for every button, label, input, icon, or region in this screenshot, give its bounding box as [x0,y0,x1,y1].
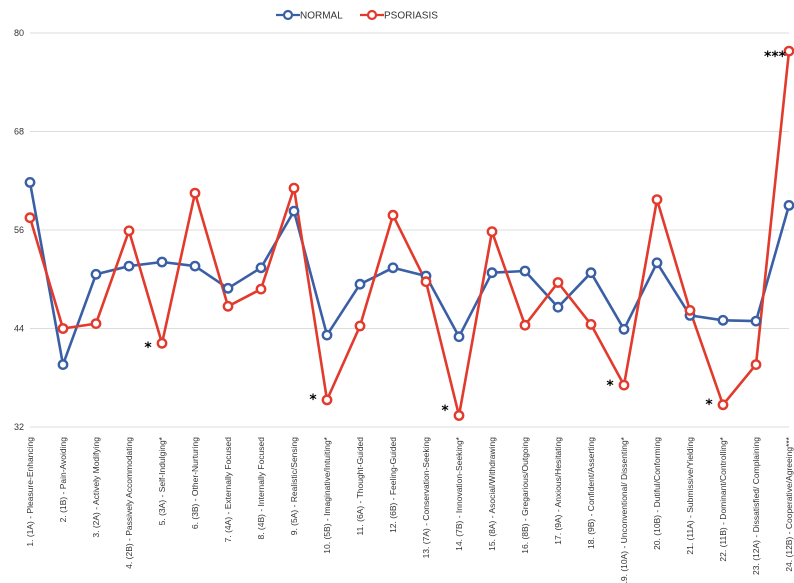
significance-marker: * [705,397,713,413]
x-category-label: 19. (10A) - Unconventional/ Dissenting* [619,436,629,583]
x-category-label: 7. (4A) - Externally Focused [223,437,233,543]
x-category-label: 21. (11A) - Submissive/Yielding [685,437,695,555]
x-category-label: 18. (9B) - Confident/Asserting [586,437,596,549]
data-point-psoriasis-23 [750,359,762,370]
legend-label-normal: NORMAL [300,11,343,22]
data-point-psoriasis-6 [189,187,201,199]
y-tick-label: 68 [14,127,24,137]
series-line-psoriasis [28,50,791,417]
x-category-label: 9. (5A) - Realistic/Sensing [289,437,299,536]
x-category-label: 1. (1A) - Pleasure-Enhancing [25,437,35,547]
data-point-normal-6 [189,260,201,272]
data-point-normal-10 [321,329,333,341]
data-point-normal-4 [123,260,135,272]
data-point-psoriasis-1 [24,212,36,224]
significance-marker: *** [764,49,787,65]
significance-annotations: ******** [144,49,786,419]
x-category-label: 12. (6B) - Feeling-Guided [388,437,398,533]
data-point-normal-17 [552,301,564,313]
x-category-label: 23. (12A) - Dissatisfied/ Complaining [751,437,761,575]
x-category-label: 5. (3A) - Self-Indulging* [157,436,167,525]
data-point-psoriasis-21 [684,304,696,316]
significance-marker: * [441,403,449,419]
x-category-label: 6. (3B) - Other-Nurturing [190,437,200,529]
gridlines [30,32,789,428]
data-point-psoriasis-3 [90,318,102,329]
data-point-psoriasis-16 [519,319,531,331]
data-point-psoriasis-17 [552,277,564,288]
data-point-normal-16 [519,265,531,277]
x-category-label: 14. (7B) - Innovation-Seeking* [454,436,464,551]
y-tick-label: 44 [14,324,24,334]
x-axis-category-labels: 1. (1A) - Pleasure-Enhancing 2. (1B) - Pa… [25,436,794,583]
data-point-normal-8 [255,262,267,274]
data-point-normal-5 [156,256,168,268]
series-line-normal [28,182,791,366]
data-point-normal-7 [222,282,234,294]
x-category-label: 4. (2B) - Passively Accommodating [124,437,134,569]
data-point-psoriasis-19 [618,379,630,391]
legend-label-psoriasis: PSORIASIS [384,11,438,22]
data-point-normal-24 [783,200,794,211]
data-point-psoriasis-2 [57,323,69,334]
data-point-psoriasis-24 [783,45,794,57]
legend-marker-normal [282,9,294,21]
x-category-label: 11. (6A) - Thought-Guided [355,437,365,536]
data-point-normal-9 [288,205,300,217]
data-point-normal-19 [618,323,630,335]
x-category-label: 13. (7A) - Conservation-Seeking [421,437,431,559]
significance-marker: * [309,392,317,408]
data-point-normal-22 [717,314,729,326]
series-lines [28,50,791,417]
x-category-label: 10. (5B) - Imaginative/Intuiting* [322,436,332,553]
legend: NORMAL PSORIASIS [276,9,438,22]
data-point-normal-2 [57,359,69,370]
significance-marker: * [606,378,614,394]
x-category-label: 17. (9A) - Anxious/Hesitating [553,437,563,545]
data-point-normal-12 [387,262,399,274]
y-tick-label: 32 [14,422,24,432]
data-point-psoriasis-9 [288,182,300,194]
data-point-psoriasis-22 [717,399,729,411]
significance-marker: * [144,340,152,356]
data-point-psoriasis-10 [321,394,333,406]
y-tick-label: 56 [14,225,24,235]
data-point-psoriasis-5 [156,337,168,349]
data-point-normal-18 [585,267,597,279]
data-point-psoriasis-8 [255,283,267,295]
data-point-normal-1 [24,176,36,188]
legend-marker-psoriasis [366,9,378,21]
data-point-normal-3 [90,268,102,280]
x-category-label: 2. (1B) - Pain-Avoiding [58,437,68,523]
data-point-psoriasis-12 [387,209,399,221]
series-points [24,45,794,421]
x-category-label: 24. (12B) - Cooperative/Agreeing*** [784,436,794,571]
data-point-psoriasis-7 [222,300,234,312]
x-category-label: 15. (8A) - Asocial/Withdrawing [487,437,497,551]
x-category-label: 8. (4B) - Internally Focused [256,437,266,540]
data-point-normal-20 [651,257,663,269]
data-point-normal-11 [354,278,366,290]
data-point-psoriasis-20 [651,194,663,206]
data-point-psoriasis-15 [486,226,498,238]
x-category-label: 22. (11B) - Dominant/Controlling* [718,436,728,561]
y-tick-label: 80 [14,28,24,38]
x-category-label: 20. (10B) - Dutiful/Conforming [652,437,662,550]
data-point-psoriasis-13 [420,276,432,288]
x-category-label: 3. (2A) - Actively Modifying [91,437,101,538]
y-axis-ticks: 32 44 56 68 80 [14,28,24,432]
data-point-psoriasis-11 [354,320,366,332]
data-point-psoriasis-14 [453,410,465,421]
x-category-label: 16. (8B) - Gregarious/Outgoing [520,437,530,554]
data-point-normal-14 [453,331,465,343]
data-point-psoriasis-18 [585,318,597,330]
data-point-normal-15 [486,267,498,279]
data-point-normal-23 [750,315,762,327]
data-point-psoriasis-4 [123,225,135,237]
